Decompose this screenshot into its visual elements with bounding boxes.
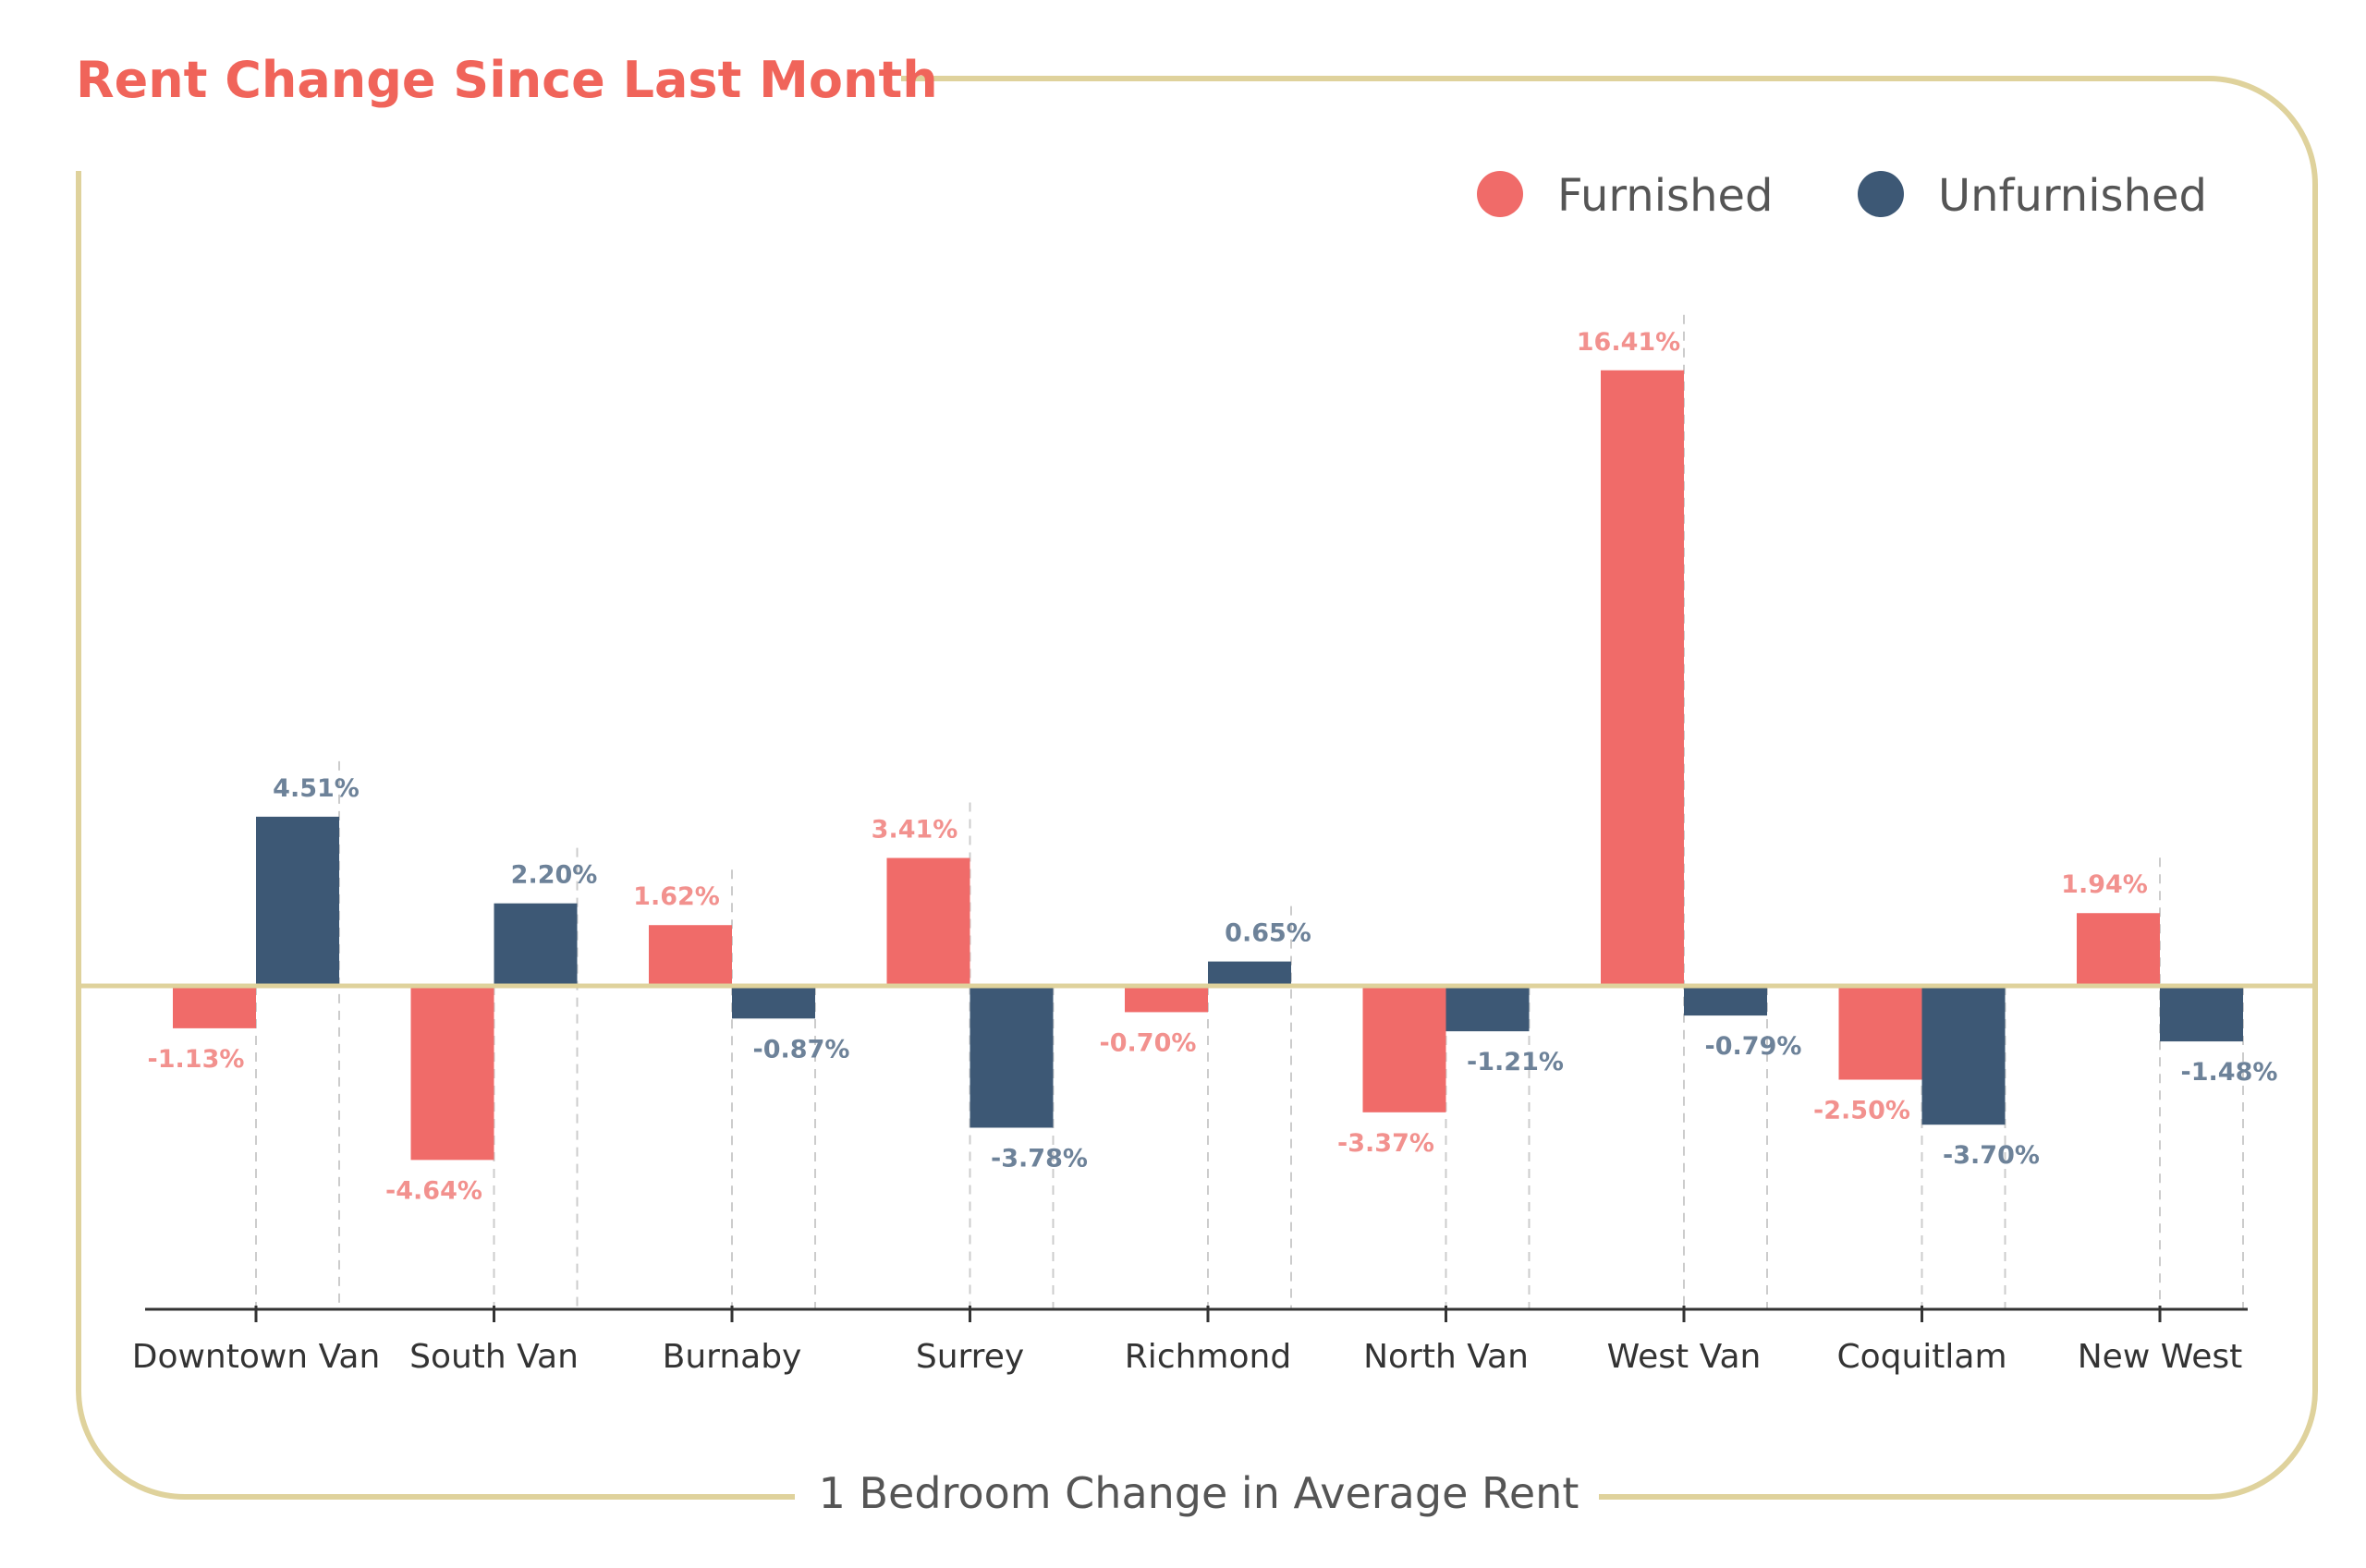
value-label: 3.41%	[872, 816, 958, 845]
category-label: Surrey	[916, 1338, 1024, 1376]
value-label: -3.78%	[991, 1144, 1088, 1173]
bars	[173, 370, 2243, 1161]
bar-furnished	[410, 986, 494, 1161]
value-label: 1.62%	[633, 882, 720, 911]
bar-unfurnished	[256, 816, 339, 986]
chart-title: Rent Change Since Last Month	[76, 51, 938, 109]
value-label: -0.79%	[1705, 1032, 1802, 1061]
value-label: -0.70%	[1100, 1028, 1197, 1057]
bar-furnished	[1838, 986, 1922, 1080]
bar-furnished	[886, 857, 970, 986]
value-label: 2.20%	[511, 861, 598, 890]
bar-furnished	[1362, 986, 1446, 1112]
bar-furnished	[1601, 370, 1684, 986]
value-label: -2.50%	[1813, 1097, 1910, 1125]
value-label: -3.70%	[1943, 1141, 2040, 1170]
category-labels: Downtown Van South Van Burnaby Surrey Richmo…	[132, 1338, 2243, 1376]
value-label: -1.13%	[148, 1045, 245, 1074]
chart-frame	[76, 76, 2318, 1500]
category-label: Burnaby	[663, 1338, 802, 1376]
bar-furnished	[2077, 913, 2160, 986]
bar-unfurnished	[970, 986, 1054, 1128]
bar-unfurnished	[1208, 961, 1291, 986]
category-label: North Van	[1363, 1338, 1529, 1376]
x-ticks	[254, 1306, 2162, 1322]
value-labels: -1.13% 4.51% -4.64% 2.20% 1.62% -0.87% 3.41% -3…	[148, 328, 2278, 1206]
bar-unfurnished	[732, 986, 815, 1019]
bar-unfurnished	[1684, 986, 1767, 1016]
value-label: -1.21%	[1467, 1048, 1564, 1076]
bar-furnished	[173, 986, 256, 1028]
value-label: 0.65%	[1225, 919, 1311, 948]
value-label: -0.87%	[753, 1035, 850, 1064]
value-label: -4.64%	[385, 1176, 482, 1205]
chart-subtitle: 1 Bedroom Change in Average Rent	[819, 1468, 1579, 1518]
category-label: Richmond	[1125, 1338, 1291, 1376]
category-label: New West	[2078, 1338, 2242, 1376]
bar-unfurnished	[1445, 986, 1530, 1032]
value-label: -3.37%	[1337, 1129, 1434, 1158]
value-label: 1.94%	[2061, 870, 2148, 899]
bar-unfurnished	[1921, 986, 2006, 1125]
legend-label-furnished: Furnished	[1557, 170, 1773, 222]
bar-furnished	[1125, 986, 1208, 1013]
category-label: South Van	[409, 1338, 579, 1376]
legend-label-unfurnished: Unfurnished	[1938, 170, 2207, 222]
bar-furnished	[649, 925, 732, 986]
category-label: Coquitlam	[1836, 1338, 2006, 1376]
value-label: 16.41%	[1577, 328, 1680, 357]
bar-unfurnished	[2160, 986, 2243, 1042]
category-label: Downtown Van	[132, 1338, 381, 1376]
legend-marker-unfurnished	[1858, 171, 1904, 217]
value-label: 4.51%	[273, 774, 360, 803]
bar-unfurnished	[494, 903, 578, 986]
category-label: West Van	[1607, 1338, 1762, 1376]
value-label: -1.48%	[2181, 1058, 2278, 1087]
legend: Furnished Unfurnished	[1477, 170, 2207, 222]
legend-marker-furnished	[1477, 171, 1523, 217]
